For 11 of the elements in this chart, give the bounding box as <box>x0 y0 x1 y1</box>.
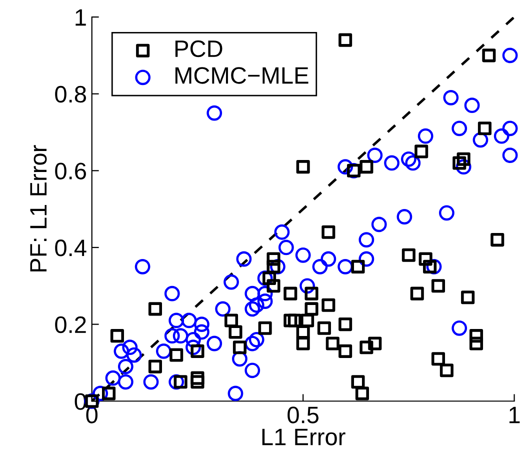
x-axis-title: L1 Error <box>262 428 346 446</box>
x-tick-label: 1 <box>510 406 520 424</box>
x-tick-label: 0.5 <box>288 406 318 424</box>
y-tick-label: 0.6 <box>55 162 86 180</box>
legend-label: MCMC−MLE <box>175 67 308 84</box>
y-tick-label: 0.2 <box>55 316 86 334</box>
y-axis-title: PF: L1 Error <box>30 145 47 272</box>
y-tick-label: 0.4 <box>55 240 86 256</box>
legend-label: PCD <box>175 40 222 58</box>
y-tick-label: 0.8 <box>55 86 86 103</box>
y-tick-label: 1 <box>76 9 86 26</box>
